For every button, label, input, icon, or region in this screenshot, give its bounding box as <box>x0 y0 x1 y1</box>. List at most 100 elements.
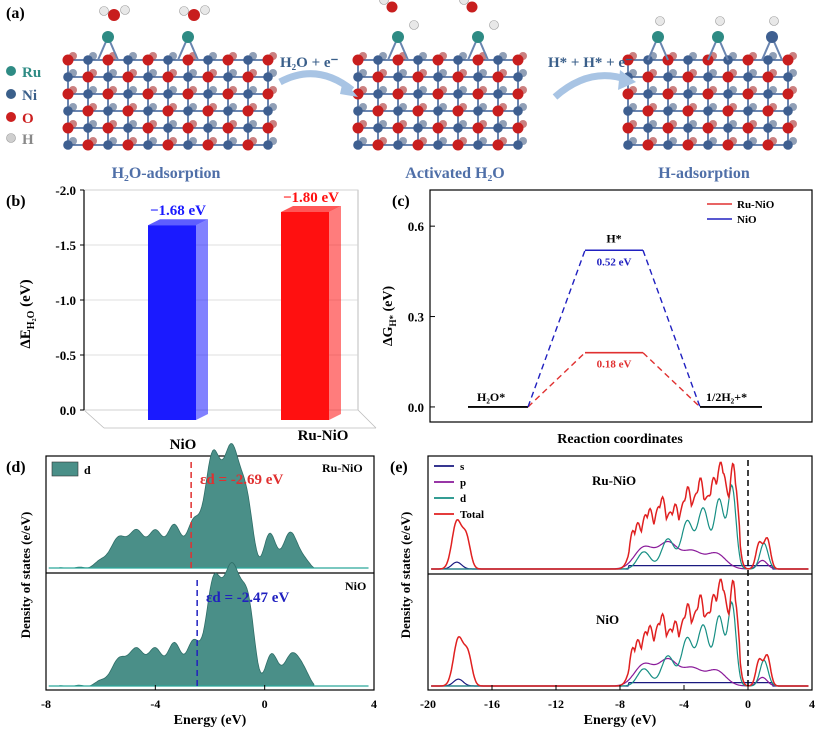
nickel-atom <box>243 55 253 65</box>
oxygen-atom <box>202 105 214 117</box>
nickel-atom <box>203 55 213 65</box>
oxygen-atom <box>392 122 404 134</box>
e-xtick-label: -8 <box>615 697 625 711</box>
ruthenium-atom <box>652 31 664 43</box>
d-band-center-top: εd = -2.69 eV <box>200 472 283 488</box>
nickel-atom <box>623 140 633 150</box>
oxygen-atom <box>222 88 234 100</box>
nickel-atom <box>783 106 793 116</box>
nickel-atom <box>783 140 793 150</box>
reaction-arrow-2 <box>552 72 630 100</box>
slab-h-adsorption <box>622 16 797 151</box>
b-ytick-label: 0.0 <box>60 403 76 418</box>
oxygen-atom <box>452 71 464 83</box>
nickel-atom <box>623 106 633 116</box>
oxygen-atom <box>142 122 154 134</box>
nickel-atom <box>433 72 443 82</box>
oxygen-atom <box>762 71 774 83</box>
oxygen-atom <box>722 105 734 117</box>
oxygen-atom <box>352 122 364 134</box>
legend-ru-label: Ru <box>22 65 41 81</box>
nickel-atom <box>763 89 773 99</box>
oxygen-atom <box>242 105 254 117</box>
nickel-atom <box>493 123 503 133</box>
nickel-atom <box>373 123 383 133</box>
nickel-atom <box>143 106 153 116</box>
chart-c-energy-profile: 0.18 eV 0.52 eV H₂O* H* 1/2H₂+* <box>468 231 762 408</box>
oxygen-atom <box>222 54 234 66</box>
oxygen-atom <box>102 54 114 66</box>
nickel-atom <box>163 89 173 99</box>
nickel-atom <box>183 72 193 82</box>
nickel-atom <box>373 55 383 65</box>
reaction-arrow-2-head <box>618 70 636 90</box>
chart-c-yticks: 0.0 0.3 0.6 <box>408 219 435 415</box>
b-ytick-label: -0.5 <box>55 348 76 363</box>
nickel-atom <box>683 123 693 133</box>
nickel-atom <box>243 89 253 99</box>
slab-activated-h2o <box>352 0 527 151</box>
b-category-1: Ru-NiO <box>298 428 349 444</box>
stage-1-caption: H₂O-adsorption <box>112 165 221 182</box>
nickel-atom <box>143 140 153 150</box>
oxygen-atom <box>782 88 794 100</box>
b-category-0: NiO <box>170 437 197 453</box>
nickel-atom <box>123 55 133 65</box>
panel-c-label: (c) <box>392 193 410 210</box>
e-ylabel: Density of states (e/eV) <box>398 512 413 639</box>
element-legend: Ru Ni O H <box>6 65 41 148</box>
oxygen-atom <box>782 54 794 66</box>
oxygen-atom <box>432 88 444 100</box>
nickel-atom <box>63 106 73 116</box>
panel-b: (b) -2.0 -1.5 -1.0 -0.5 0.0 −1.68 eV −1.80 eV… <box>6 183 377 453</box>
oxygen-atom <box>472 54 484 66</box>
nickel-atom <box>643 123 653 133</box>
oxygen-atom <box>452 139 464 151</box>
d-xtick-label: -4 <box>150 697 160 711</box>
nickel-atom <box>393 72 403 82</box>
nickel-atom <box>83 123 93 133</box>
b-value-label: −1.80 eV <box>283 190 339 206</box>
nickel-atom <box>413 89 423 99</box>
nickel-atom <box>83 89 93 99</box>
oxygen-atom <box>242 139 254 151</box>
oxygen-atom <box>372 139 384 151</box>
nickel-atom <box>493 55 503 65</box>
c-transition <box>527 352 586 408</box>
oxygen-atom <box>492 105 504 117</box>
reaction-arrow-1-head <box>340 80 358 97</box>
nickel-atom <box>263 72 273 82</box>
oxygen-atom <box>202 139 214 151</box>
oxygen-atom <box>62 54 74 66</box>
nickel-atom <box>223 106 233 116</box>
c-ylabel: ΔGH* (eV) <box>381 285 398 346</box>
panel-d-label: (d) <box>6 459 26 476</box>
oxygen-atom <box>432 54 444 66</box>
c-ytick-label: 0.3 <box>408 310 425 325</box>
nickel-atom <box>393 106 403 116</box>
oxygen-atom <box>782 122 794 134</box>
e-xtick-label: -12 <box>548 697 564 711</box>
b-bar-top <box>281 206 341 212</box>
oxygen-atom <box>222 122 234 134</box>
nickel-atom <box>63 72 73 82</box>
oxygen-atom <box>512 54 524 66</box>
oxygen-atom <box>372 105 384 117</box>
nickel-atom <box>263 140 273 150</box>
oxygen-atom <box>142 54 154 66</box>
c-legend-ru-nio: Ru-NiO <box>737 199 775 211</box>
c-transition <box>642 250 701 408</box>
nickel-atom <box>683 55 693 65</box>
oxygen-atom <box>452 105 464 117</box>
nickel-atom <box>353 106 363 116</box>
nickel-atom <box>353 72 363 82</box>
e-pdos-total <box>431 461 809 570</box>
oxygen-atom <box>412 139 424 151</box>
c-ytick-label: 0.0 <box>408 400 424 415</box>
water-hydrogen-atom <box>99 6 109 16</box>
chart-b-yticks: -2.0 -1.5 -1.0 -0.5 0.0 <box>55 183 84 418</box>
oxygen-atom <box>642 71 654 83</box>
ruthenium-atom <box>182 31 194 43</box>
d-xtick-label: -8 <box>41 697 51 711</box>
